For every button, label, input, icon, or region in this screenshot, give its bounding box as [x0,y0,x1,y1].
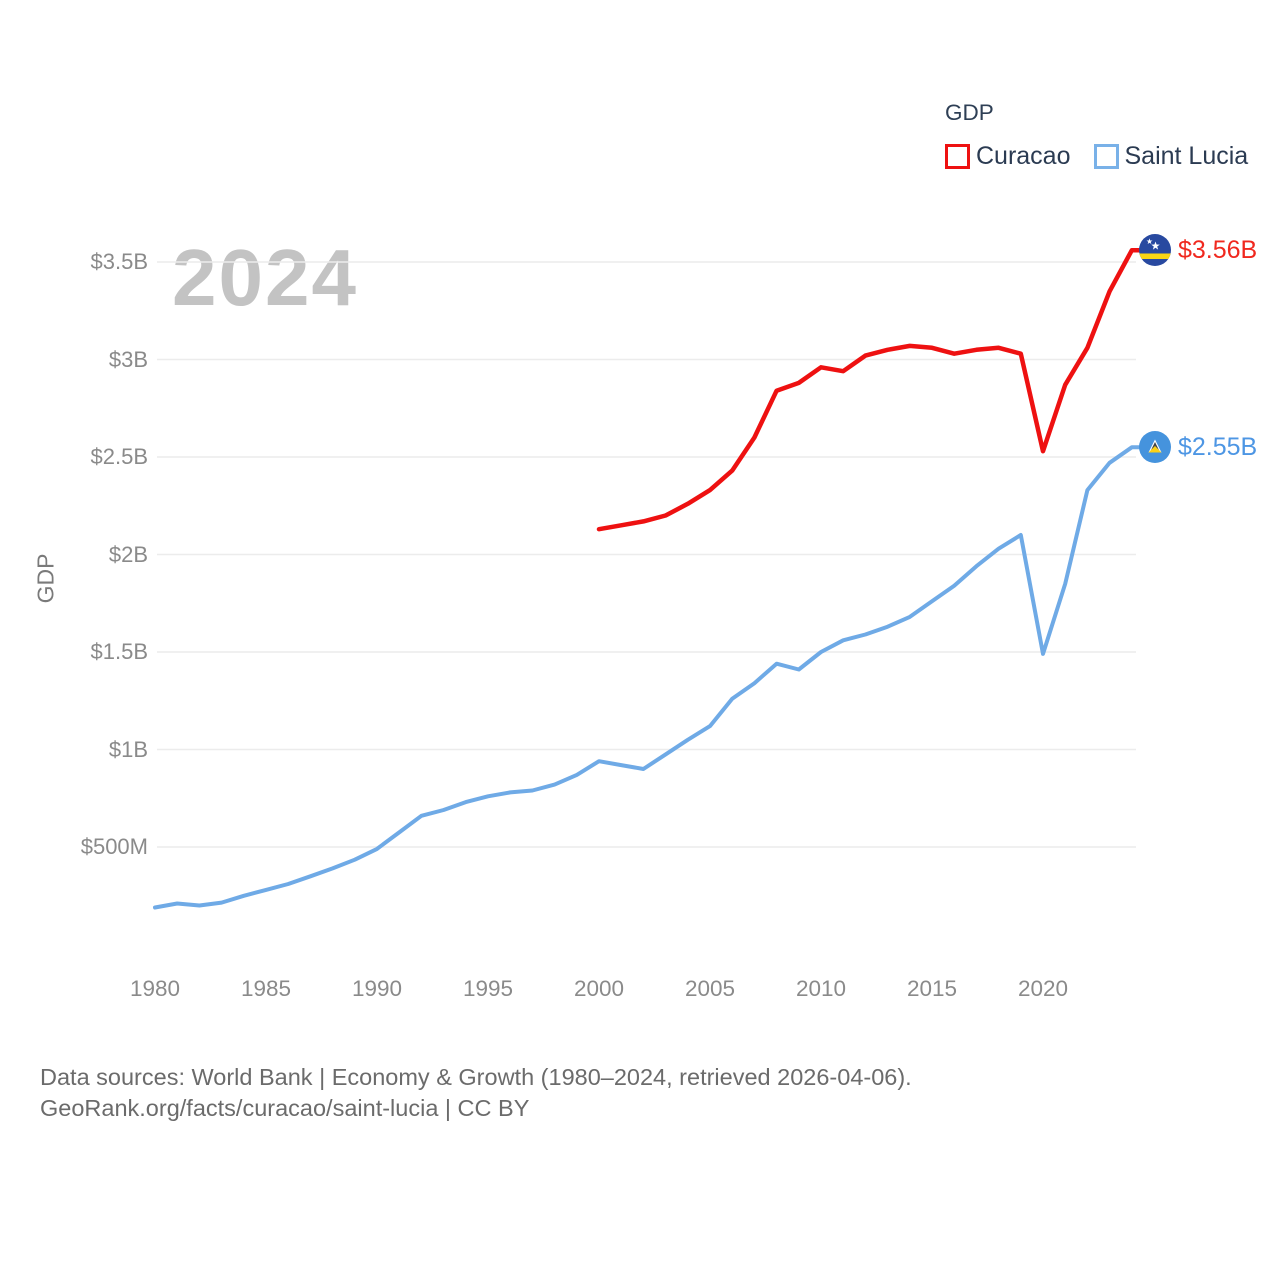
legend-swatch-saint-lucia[interactable] [1093,144,1119,169]
legend-row: Curacao Saint Lucia [945,142,1248,171]
x-tick-label: 1990 [351,976,403,1001]
x-tick-label: 2015 [906,976,958,1001]
footer-data-sources: Data sources: World Bank | Economy & Gro… [40,1064,912,1090]
x-tick-label: 2005 [684,976,736,1001]
saint-lucia-flag-icon [1139,431,1171,464]
curacao-flag-icon [1139,234,1171,267]
saint-lucia-end-value: $2.55B [1178,432,1258,461]
y-tick-label: $500M [80,834,148,859]
year-watermark: 2024 [172,233,358,322]
curacao-end-value: $3.56B [1178,235,1258,264]
y-tick-label: $2.5B [90,444,149,469]
plot-area [153,248,1144,910]
y-tick-label: $3B [108,346,148,372]
y-tick-label: $2B [108,541,148,567]
y-tick-label: $3.5B [90,249,149,274]
legend-swatch-curacao[interactable] [945,144,970,169]
y-tick-label: $1B [108,736,148,762]
saint-lucia-end-label: $2.55B [1139,431,1258,464]
curacao-end-label: $3.56B [1139,234,1258,267]
legend-item-saint-lucia[interactable]: Saint Lucia [1124,142,1249,170]
y-tick-label: $1.5B [90,639,149,664]
x-tick-label: 1985 [240,976,292,1001]
legend-title: GDP [945,100,994,125]
legend-item-curacao[interactable]: Curacao [976,142,1071,170]
series-line-saint-lucia [153,445,1143,910]
series-line-curacao [596,248,1144,532]
footer: Data sources: World Bank | Economy & Gro… [40,1062,912,1124]
x-tick-label: 2020 [1017,976,1069,1001]
x-tick-label: 2000 [573,976,625,1001]
footer-attribution: GeoRank.org/facts/curacao/saint-lucia | … [40,1095,530,1121]
y-axis-title: GDP [32,553,59,604]
x-tick-label: 1980 [129,976,181,1001]
legend: GDP Curacao Saint Lucia [945,100,1248,171]
x-tick-label: 1995 [462,976,514,1001]
x-tick-label: 2010 [795,976,847,1001]
